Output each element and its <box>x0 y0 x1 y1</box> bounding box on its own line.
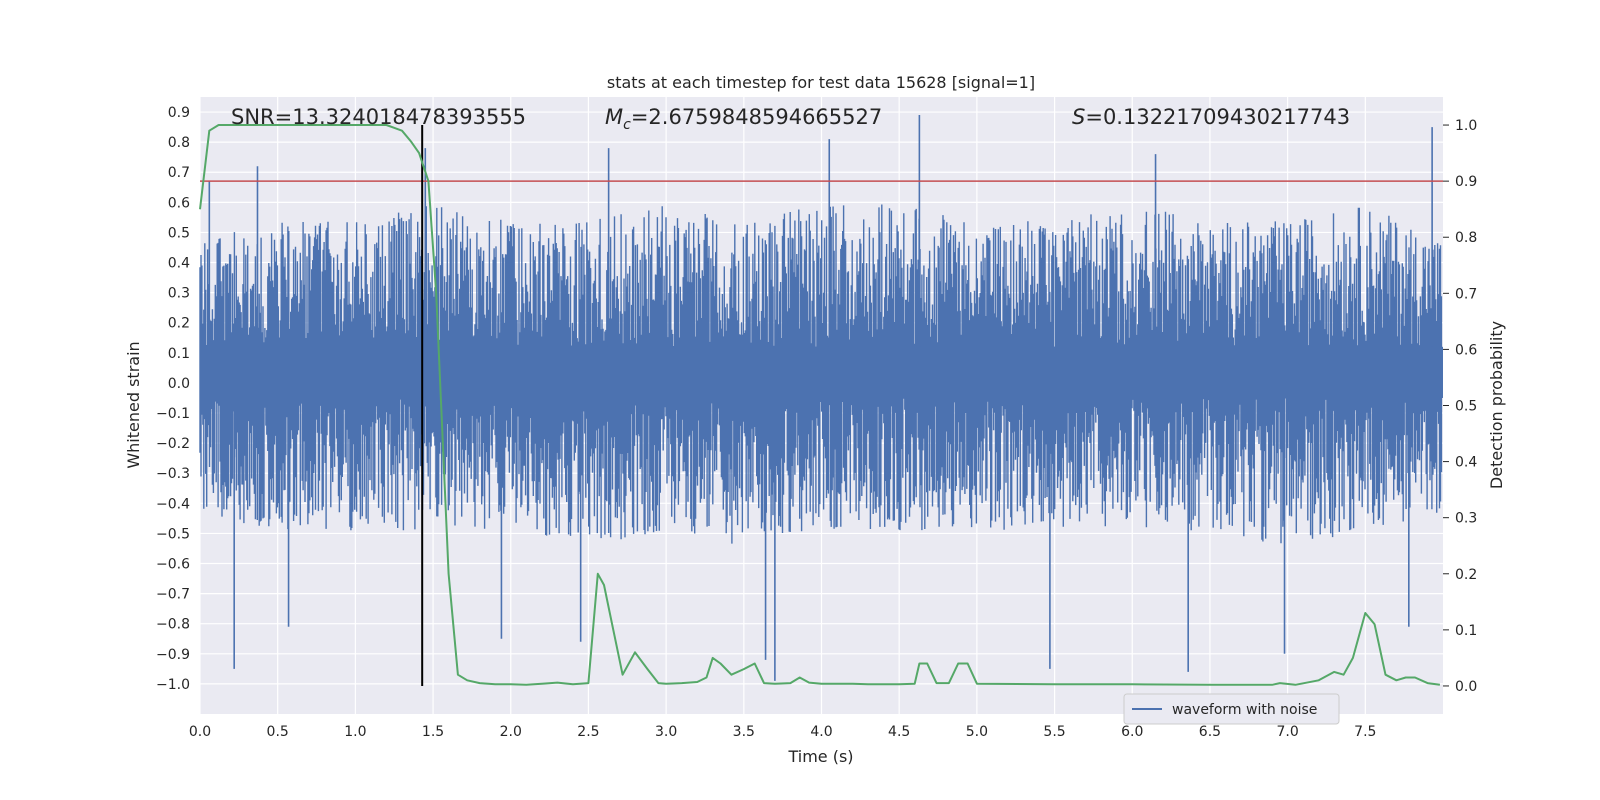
x-tick-label: 4.5 <box>888 724 910 740</box>
y-tick-label: 0.2 <box>168 316 190 332</box>
legend: waveform with noise <box>1123 693 1340 725</box>
s-annotation: S=0.13221709430217743 <box>1072 105 1350 129</box>
y2-tick-label: 0.3 <box>1455 511 1477 527</box>
y-tick-label: 0.6 <box>168 195 190 211</box>
y-axis-label: Whitened strain <box>124 341 143 468</box>
legend-label-waveform: waveform with noise <box>1172 702 1317 718</box>
y-tick-label: −0.9 <box>156 647 190 663</box>
y2-tick-label: 0.7 <box>1455 286 1477 302</box>
x-tick-label: 0.5 <box>267 724 289 740</box>
y-tick-label: −0.4 <box>156 496 190 512</box>
x-tick-label: 5.0 <box>966 724 988 740</box>
x-tick-label: 6.0 <box>1121 724 1143 740</box>
y-tick-label: 0.9 <box>168 105 190 121</box>
y-tick-label: 0.4 <box>168 256 190 272</box>
y-tick-label: −0.5 <box>156 526 190 542</box>
x-tick-label: 6.5 <box>1199 724 1221 740</box>
s-value: =0.13221709430217743 <box>1085 105 1350 129</box>
x-tick-label: 0.0 <box>189 724 211 740</box>
y2-tick-label: 0.0 <box>1455 679 1477 695</box>
y2-axis-ticks: 1.0 0.9 0.8 0.7 0.6 0.5 0.4 0.3 0.2 0.1 0.0 <box>1443 118 1477 695</box>
y-tick-label: 0.1 <box>168 346 190 362</box>
mc-symbol: M <box>605 105 623 129</box>
y-tick-label: 0.7 <box>168 165 190 181</box>
y-tick-label: −0.7 <box>156 587 190 603</box>
waveform-core <box>200 346 1443 398</box>
y2-axis-label: Detection probability <box>1487 321 1506 489</box>
chart-title: stats at each timestep for test data 156… <box>607 73 1035 92</box>
y-tick-label: −0.6 <box>156 557 190 573</box>
y2-tick-label: 0.8 <box>1455 230 1477 246</box>
x-tick-label: 2.5 <box>577 724 599 740</box>
y2-tick-label: 0.1 <box>1455 623 1477 639</box>
waveform-series <box>199 115 1443 686</box>
mc-annotation: Mc=2.6759848594665527 <box>605 105 882 133</box>
mc-value: =2.6759848594665527 <box>631 105 882 129</box>
x-tick-label: 1.5 <box>422 724 444 740</box>
y2-tick-label: 1.0 <box>1455 118 1477 134</box>
y-tick-label: 0.3 <box>168 286 190 302</box>
x-tick-label: 7.5 <box>1354 724 1376 740</box>
y2-tick-label: 0.9 <box>1455 174 1477 190</box>
x-tick-label: 3.0 <box>655 724 677 740</box>
y-tick-label: −1.0 <box>156 677 190 693</box>
x-tick-label: 7.0 <box>1276 724 1298 740</box>
s-symbol: S <box>1072 105 1085 129</box>
y-tick-label: −0.8 <box>156 617 190 633</box>
y2-tick-label: 0.2 <box>1455 567 1477 583</box>
x-tick-label: 5.5 <box>1043 724 1065 740</box>
x-tick-label: 1.0 <box>344 724 366 740</box>
y2-tick-label: 0.5 <box>1455 399 1477 415</box>
y2-tick-label: 0.6 <box>1455 342 1477 358</box>
y-tick-label: 0.5 <box>168 225 190 241</box>
y-axis-ticks: 0.9 0.8 0.7 0.6 0.5 0.4 0.3 0.2 0.1 0.0 −0.1 −0.2 −0… <box>156 105 190 693</box>
y2-tick-label: 0.4 <box>1455 455 1477 471</box>
x-axis-label: Time (s) <box>787 747 853 766</box>
x-tick-label: 4.0 <box>810 724 832 740</box>
probability-series <box>199 124 1441 686</box>
x-tick-label: 2.0 <box>500 724 522 740</box>
x-axis-ticks: 0.0 0.5 1.0 1.5 2.0 2.5 3.0 3.5 4.0 4.5 5.0 5.5 6.0 6… <box>189 724 1377 740</box>
legend-box <box>1123 693 1340 725</box>
y-tick-label: 0.8 <box>168 135 190 151</box>
y-tick-label: −0.1 <box>156 406 190 422</box>
snr-annotation: SNR=13.324018478393555 <box>231 105 526 129</box>
probability-line <box>199 124 1441 686</box>
mc-subscript: c <box>623 117 631 133</box>
x-tick-label: 3.5 <box>733 724 755 740</box>
y-tick-label: −0.3 <box>156 466 190 482</box>
y-tick-label: 0.0 <box>168 376 190 392</box>
y-tick-label: −0.2 <box>156 436 190 452</box>
